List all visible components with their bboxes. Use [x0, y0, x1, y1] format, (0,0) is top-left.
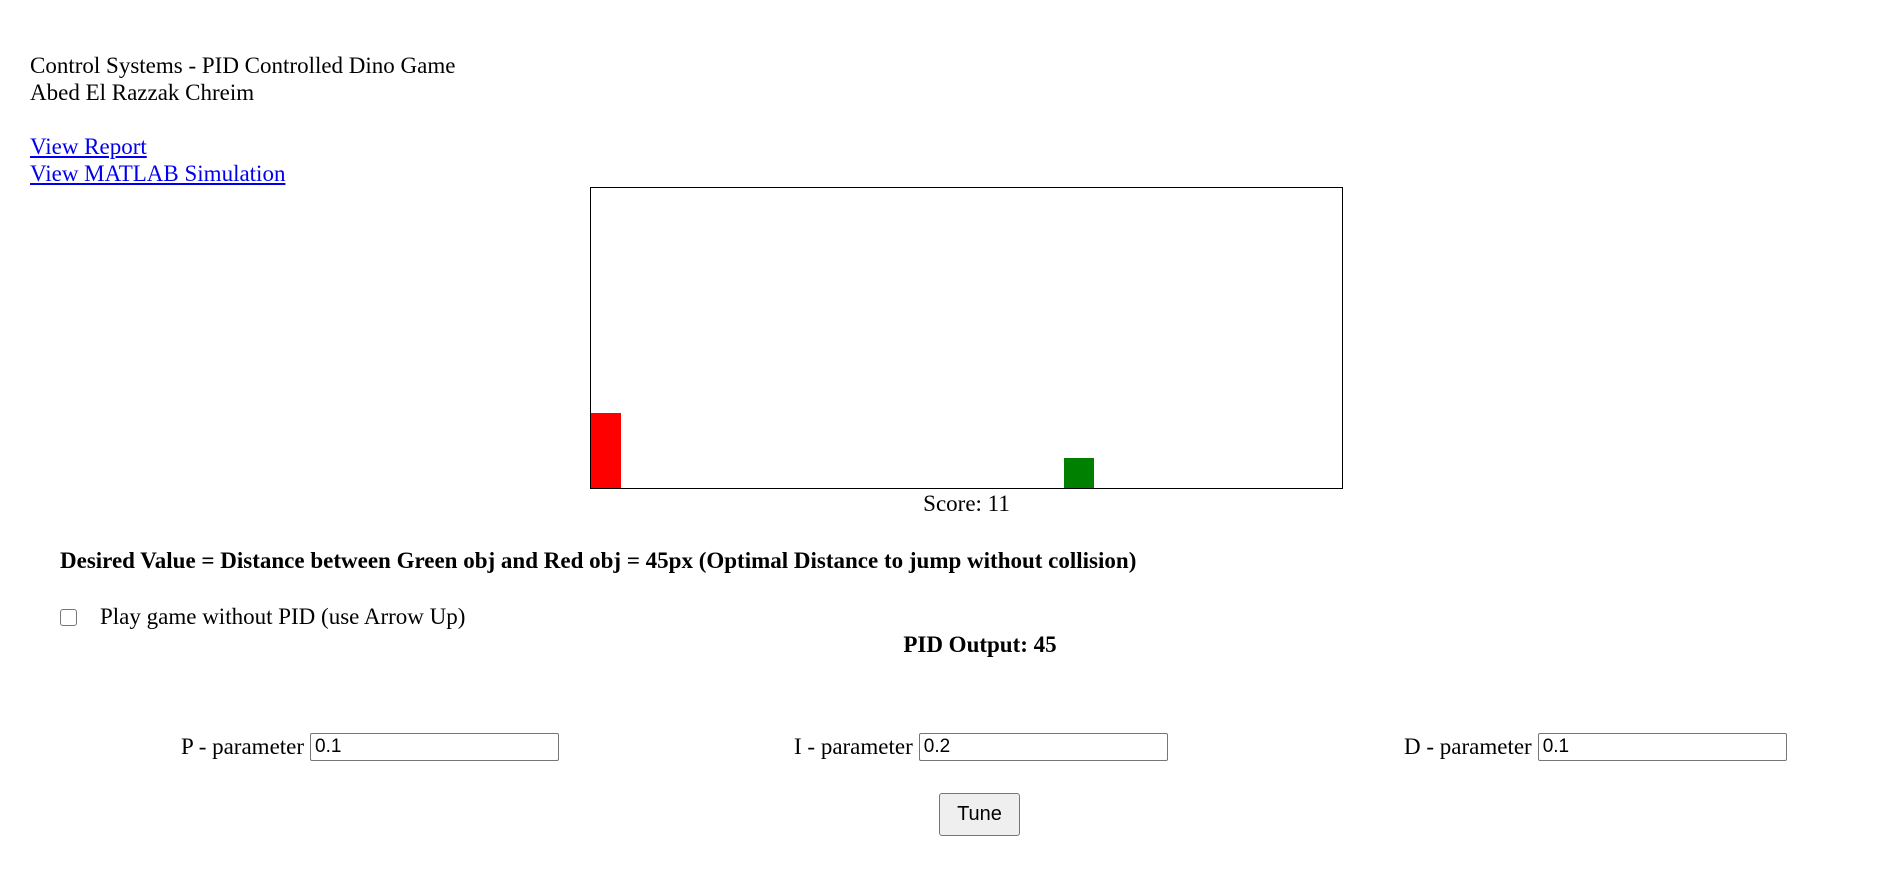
p-parameter-label: P - parameter — [181, 734, 305, 759]
i-parameter-group: I - parameter — [794, 733, 1168, 761]
pid-output: PID Output: 45 — [0, 631, 1885, 659]
manual-play-toggle[interactable]: Play game without PID (use Arrow Up) — [60, 603, 465, 631]
view-report-link[interactable]: View Report — [30, 134, 147, 159]
d-parameter-label: D - parameter — [1404, 734, 1532, 759]
i-parameter-input[interactable] — [918, 733, 1168, 761]
obstacle — [1064, 458, 1094, 488]
view-matlab-link[interactable]: View MATLAB Simulation — [30, 161, 286, 186]
i-parameter-label: I - parameter — [794, 734, 913, 759]
links: View Report View MATLAB Simulation — [30, 133, 285, 187]
d-parameter-input[interactable] — [1537, 733, 1787, 761]
game-canvas[interactable] — [590, 187, 1343, 489]
tune-button[interactable]: Tune — [939, 793, 1020, 836]
desired-value-text: Desired Value = Distance between Green o… — [60, 548, 1137, 573]
game-scene — [591, 413, 1094, 488]
p-parameter-group: P - parameter — [181, 733, 560, 761]
page-title: Control Systems - PID Controlled Dino Ga… — [30, 53, 456, 78]
p-parameter-input[interactable] — [310, 733, 560, 761]
manual-play-checkbox[interactable] — [60, 608, 77, 626]
score-display: Score: 11 — [923, 491, 1010, 516]
dino-player — [591, 413, 621, 488]
header: Control Systems - PID Controlled Dino Ga… — [30, 52, 455, 106]
manual-play-label: Play game without PID (use Arrow Up) — [100, 604, 466, 629]
pid-output-label: PID Output: 45 — [903, 632, 1057, 657]
author-name: Abed El Razzak Chreim — [30, 80, 255, 105]
d-parameter-group: D - parameter — [1404, 733, 1787, 761]
